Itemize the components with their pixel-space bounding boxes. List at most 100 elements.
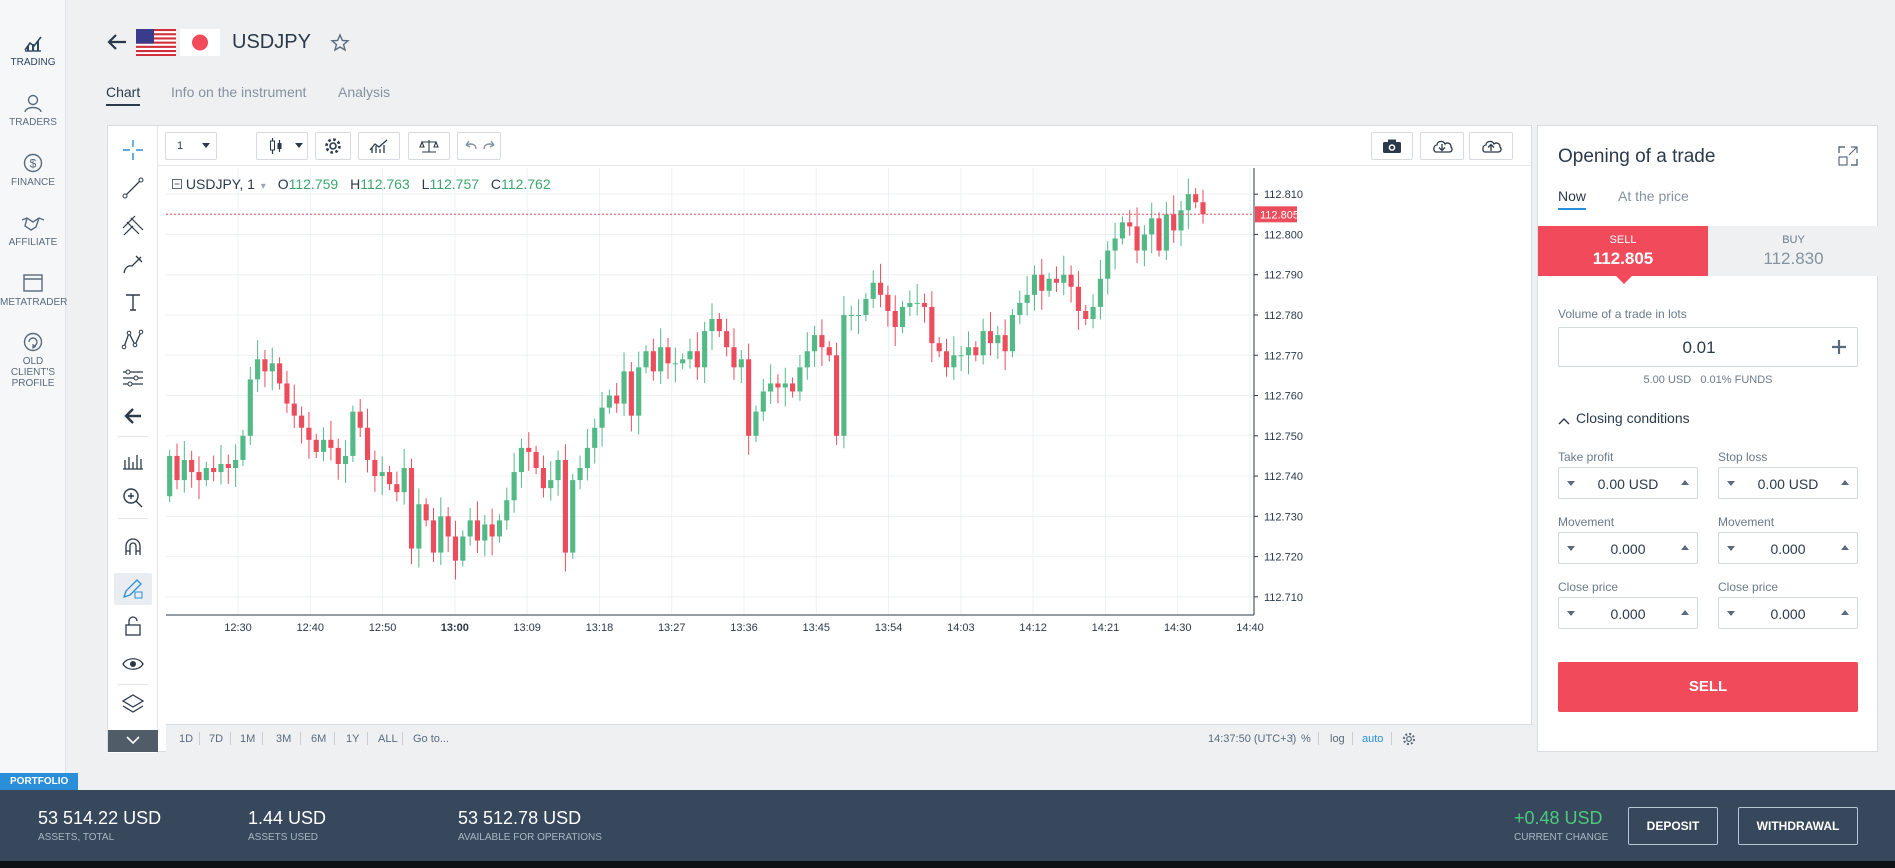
decrement-icon[interactable] [1725,542,1737,554]
range-1m[interactable]: 1M [240,733,256,745]
candle-body [518,447,525,473]
indicators-button[interactable] [358,132,400,160]
goto-date[interactable]: Go to... [413,733,450,745]
candle-body [702,331,708,368]
stay-drawing-tool[interactable] [114,573,152,605]
gear-icon[interactable] [1402,732,1416,746]
magnet-tool[interactable] [121,535,145,559]
back-arrow-icon[interactable] [106,32,128,52]
save-layout-button[interactable] [1469,132,1513,160]
load-layout-button[interactable] [1420,132,1464,160]
nav-traders[interactable]: TRADERS [0,92,66,128]
range-1y[interactable]: 1Y [346,733,360,745]
range-6m[interactable]: 6M [311,733,327,745]
star-icon[interactable] [330,33,350,53]
collapse-toolbar-button[interactable] [108,730,158,752]
layers-tool[interactable] [121,692,145,716]
decrement-icon[interactable] [1725,607,1737,619]
candle-body [899,306,906,328]
candle-body [423,504,429,521]
stop-loss-label: Stop loss [1718,450,1768,464]
candle-body [306,427,312,440]
plus-icon[interactable] [1829,337,1849,357]
text-tool[interactable] [121,290,145,314]
hide-tools-button[interactable] [121,404,145,428]
nav-metatrader[interactable]: METATRADER [0,272,67,308]
nav-affiliate[interactable]: AFFILIATE [0,212,66,248]
tab-info[interactable]: Info on the instrument [171,84,307,100]
pencil-lock-icon [122,579,143,599]
candle-body [877,282,884,295]
tab-chart[interactable]: Chart [106,84,141,106]
decrement-icon[interactable] [1565,542,1577,554]
screenshot-button[interactable] [1371,132,1413,160]
settings-button[interactable] [315,132,351,160]
trendline-tool[interactable] [121,176,145,200]
chevron-down-icon[interactable]: ▾ [260,181,266,192]
chart-type-select[interactable] [256,132,308,160]
nav-trading[interactable]: TRADING [0,32,66,68]
measure-tool[interactable] [121,448,145,472]
range-all[interactable]: ALL [378,733,398,745]
movement-right-stepper[interactable]: 0.000 [1718,532,1858,564]
range-1d[interactable]: 1D [179,733,194,745]
close-price-right-stepper[interactable]: 0.000 [1718,597,1858,629]
brush-tool[interactable] [121,252,145,276]
buy-side-selector[interactable]: BUY 112.830 [1708,226,1879,276]
increment-icon[interactable] [1839,477,1851,489]
expand-icon[interactable] [1837,145,1859,167]
candle-body [240,435,246,460]
withdrawal-button[interactable]: WITHDRAWAL [1738,807,1858,845]
candle-body [262,359,268,372]
sell-side-selector[interactable]: SELL 112.805 [1538,226,1708,284]
increment-icon[interactable] [1839,607,1851,619]
volume-input[interactable]: 0.01 [1558,327,1858,367]
fib-tool[interactable] [121,366,145,390]
take-profit-stepper[interactable]: 0.00 USD [1558,467,1698,499]
range-3m[interactable]: 3M [276,733,292,745]
candlestick-chart[interactable]: 112.810 112.800 112.790 112.780 112.770 112.7… [166,168,1533,723]
decrement-icon[interactable] [1565,477,1577,489]
pitchfork-tool[interactable] [121,214,145,238]
stop-loss-stepper[interactable]: 0.00 USD [1718,467,1858,499]
percent-scale-toggle[interactable]: % [1301,733,1311,745]
price-tick-label: 112.740 [1264,471,1303,483]
interval-select[interactable]: 1 [165,132,217,160]
decrement-icon[interactable] [1565,607,1577,619]
increment-icon[interactable] [1679,542,1691,554]
compare-button[interactable] [408,132,450,160]
candle-body [951,355,957,368]
range-7d[interactable]: 7D [209,733,224,745]
window-icon [23,274,43,292]
increment-icon[interactable] [1839,542,1851,554]
indicators-icon [369,139,388,153]
crosshair-tool[interactable] [121,138,145,162]
assets-used: 1.44 USD ASSETS USED [248,808,326,843]
deposit-button[interactable]: DEPOSIT [1628,807,1718,845]
closing-conditions-toggle[interactable]: Closing conditions [1558,410,1690,426]
collapse-legend-icon[interactable] [172,179,182,189]
pattern-tool[interactable] [121,328,145,352]
zoom-tool[interactable] [121,486,145,510]
tab-analysis[interactable]: Analysis [338,84,391,100]
auto-scale-toggle[interactable]: auto [1362,733,1384,745]
movement-left-stepper[interactable]: 0.000 [1558,532,1698,564]
lock-tool[interactable] [121,614,145,638]
undo-icon[interactable] [463,140,477,152]
increment-icon[interactable] [1679,607,1691,619]
visibility-tool[interactable] [121,652,145,676]
candle-body [855,314,862,316]
portfolio-tab[interactable]: PORTFOLIO [0,773,78,790]
log-scale-toggle[interactable]: log [1330,733,1345,745]
nav-finance[interactable]: $ FINANCE [0,152,66,188]
sell-button[interactable]: SELL [1558,662,1858,712]
redo-icon[interactable] [483,140,497,152]
increment-icon[interactable] [1679,477,1691,489]
close-price-left-stepper[interactable]: 0.000 [1558,597,1698,629]
nav-old-profile[interactable]: OLD CLIENT'S PROFILE [0,331,66,389]
trade-panel-title: Opening of a trade [1558,146,1716,167]
decrement-icon[interactable] [1725,477,1737,489]
tab-now[interactable]: Now [1558,188,1587,210]
candle-body [1024,294,1030,303]
tab-at-price[interactable]: At the price [1618,188,1689,204]
